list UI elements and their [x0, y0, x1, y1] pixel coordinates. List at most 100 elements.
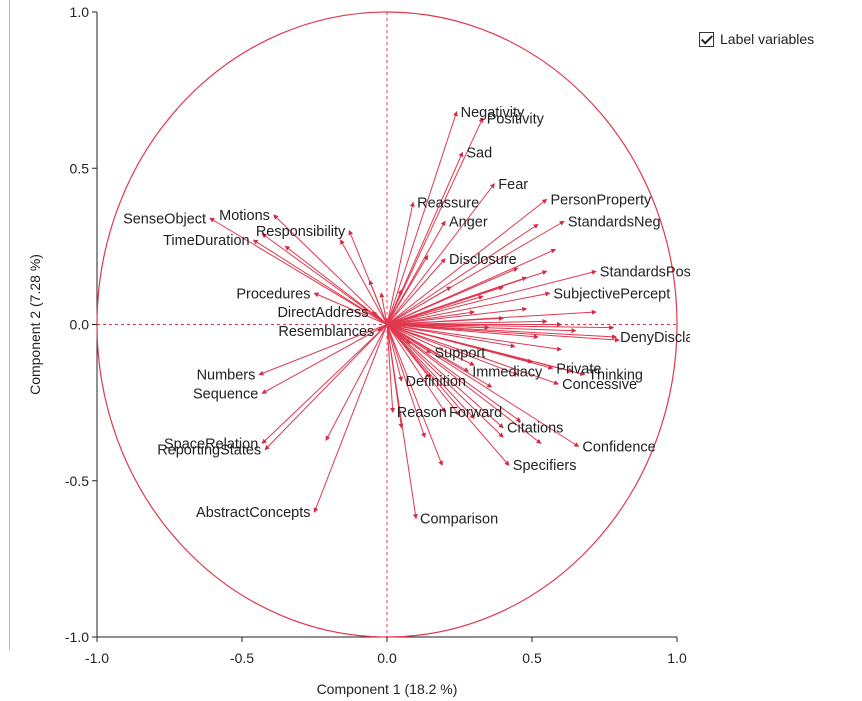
variable-label: Motions [219, 208, 270, 224]
variable-label: Procedures [236, 286, 310, 302]
variable-label: Citations [507, 421, 563, 437]
vector-unlabeled [386, 315, 504, 325]
vector-unlabeled [386, 324, 504, 438]
vector-unlabeled [261, 233, 388, 325]
variable-label: Numbers [197, 368, 256, 384]
loading-vectors [209, 111, 620, 520]
vector-unlabeled [386, 324, 542, 444]
y-tick-label: 0.5 [70, 160, 90, 176]
label-variables-checkbox[interactable]: Label variables [699, 31, 814, 47]
variable-label: Reassure [417, 196, 479, 212]
vector-disclosure [386, 258, 446, 325]
vector-unlabeled [386, 254, 429, 325]
y-tick-label: 1.0 [70, 4, 90, 20]
variable-label: Disclosure [449, 252, 517, 268]
vector-unlabeled [386, 324, 432, 379]
vector-spacerelation [261, 324, 388, 444]
vector-unlabeled [386, 324, 522, 422]
y-axis-title: Component 2 (7.28 %) [27, 254, 43, 395]
vector-unlabeled [386, 324, 562, 352]
variable-label: StandardsNeg [568, 214, 661, 230]
vector-definition [386, 324, 403, 382]
vector-unlabeled [368, 279, 388, 325]
vector-specifiers [386, 324, 510, 466]
variable-label: Sad [466, 146, 492, 162]
vector-unlabeled [386, 324, 443, 467]
variable-label: ReportingStates [157, 443, 261, 459]
vector-unlabeled [386, 324, 426, 438]
vector-unlabeled [386, 324, 539, 340]
vector-negativity [386, 111, 458, 325]
variable-label: Definition [406, 374, 466, 390]
left-panel-edge [0, 0, 10, 650]
variable-label: Anger [449, 214, 488, 230]
variable-label: Support [435, 346, 486, 362]
checkbox-checked-icon[interactable] [699, 31, 714, 47]
variable-label: SenseObject [123, 211, 206, 227]
vector-reassure [386, 201, 415, 325]
x-axis-ticks: -1.0 -0.5 0.0 0.5 1.0 [85, 637, 687, 666]
variable-label: Concessive [562, 377, 637, 393]
vector-numbers [258, 324, 388, 376]
vector-unlabeled [386, 324, 404, 429]
variable-label: DenyDisclaim [620, 330, 690, 346]
variable-label: TimeDuration [163, 233, 250, 249]
variable-label: Negativity [461, 105, 525, 121]
vector-unlabeled [386, 324, 516, 349]
vector-unlabeled [386, 324, 490, 331]
vector-fear [386, 183, 495, 325]
y-tick-label: -1.0 [65, 629, 89, 645]
vector-unlabeled [386, 223, 539, 325]
variable-label: Thinking [588, 368, 643, 384]
vector-personproperty [386, 198, 548, 325]
variable-label: Positivity [487, 111, 545, 127]
vector-reportingstates [264, 324, 388, 451]
vector-forward [386, 324, 446, 413]
vector-unlabeled [386, 324, 475, 419]
vector-unlabeled [386, 324, 615, 331]
label-variables-label: Label variables [720, 31, 815, 47]
vector-concessive [386, 324, 560, 385]
vector-unlabeled [386, 324, 475, 366]
vector-unlabeled [386, 318, 548, 325]
vector-timeduration [252, 239, 388, 325]
vector-unlabeled [386, 295, 484, 325]
variable-label: Responsibility [256, 224, 346, 240]
variable-label: Resemblances [278, 324, 374, 340]
variable-label: AbstractConcepts [196, 505, 310, 521]
variable-label: SpaceRelation [164, 436, 258, 452]
vector-unlabeled [386, 286, 452, 325]
vector-unlabeled [386, 324, 493, 388]
vector-unlabeled [386, 324, 519, 376]
variable-label: Confidence [582, 439, 655, 455]
vector-unlabeled [386, 289, 403, 325]
vector-positivity [386, 117, 484, 325]
variable-label: Immediacy [472, 364, 543, 380]
vector-reason [386, 324, 396, 413]
vector-subjectivepercept [386, 291, 551, 325]
vector-procedures [313, 292, 388, 325]
x-axis-title: Component 1 (18.2 %) [317, 681, 458, 697]
vector-unlabeled [379, 292, 388, 325]
vector-sequence [261, 324, 388, 394]
vector-unlabeled [386, 324, 620, 343]
vector-unlabeled [340, 239, 388, 325]
vector-unlabeled [325, 324, 388, 442]
variable-label: Fear [498, 177, 528, 193]
x-tick-label: 0.5 [522, 650, 542, 666]
vector-unlabeled [386, 306, 528, 325]
vector-standardspos [386, 269, 597, 325]
x-tick-label: 0.0 [377, 650, 397, 666]
x-tick-label: 1.0 [667, 650, 687, 666]
vector-senseobject [209, 217, 388, 325]
variable-label: Sequence [193, 386, 258, 402]
variable-label: Forward [449, 405, 502, 421]
x-tick-label: -0.5 [230, 650, 254, 666]
vector-unlabeled [386, 285, 504, 325]
variable-label: Comparison [420, 511, 498, 527]
vector-unlabeled [386, 310, 475, 325]
variable-label: Reason [397, 405, 447, 421]
y-tick-label: -0.5 [65, 473, 89, 489]
